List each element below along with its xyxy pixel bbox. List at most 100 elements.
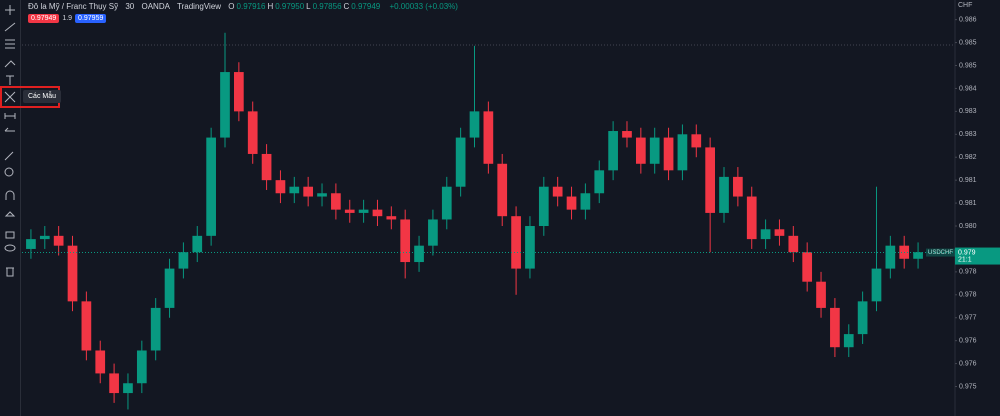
toolbar-icons <box>4 5 16 277</box>
candle-body <box>677 134 688 171</box>
candle-body <box>275 180 286 194</box>
candle-body <box>580 193 591 210</box>
candle-body <box>261 153 272 181</box>
candle-body <box>81 301 92 351</box>
symbol-tag-bg <box>926 248 955 257</box>
candle-body <box>247 111 258 154</box>
ohlc-key: L <box>306 2 311 11</box>
change: +0.00033 (+0.03%) <box>389 2 458 11</box>
y-tick-label: 0.976 <box>959 360 977 367</box>
y-tick-label: 0.978 <box>959 269 977 276</box>
trendline-icon[interactable] <box>4 22 16 32</box>
zoom-icon[interactable] <box>4 167 14 177</box>
y-tick-label: 0.982 <box>959 154 977 161</box>
candle-body <box>497 163 508 217</box>
currency-label: CHF <box>958 2 972 9</box>
candle-body <box>26 239 36 249</box>
ohlc-value: 0.97916 <box>236 2 266 11</box>
last-price-label: 0.979 <box>958 249 976 256</box>
candle-body <box>289 186 300 194</box>
y-tick-label: 0.977 <box>959 315 977 322</box>
candle-body <box>400 219 411 263</box>
candle-body <box>150 307 161 351</box>
text-icon[interactable] <box>6 75 14 85</box>
candle-body <box>843 334 854 348</box>
candle-body <box>109 373 119 394</box>
candle-body <box>317 193 327 197</box>
y-tick-label: 0.981 <box>959 177 977 184</box>
candle-body <box>303 186 314 197</box>
range-icon[interactable] <box>4 113 16 119</box>
candle-body <box>344 209 355 213</box>
spread: 1.9 <box>62 15 73 22</box>
candle-body <box>552 186 563 197</box>
candle-body <box>192 235 203 253</box>
magnet-icon[interactable] <box>5 190 15 200</box>
symbol-name: Đô la Mỹ / Franc Thụy Sỹ <box>28 2 119 11</box>
ohlc-key: C <box>343 2 350 11</box>
candle-body <box>386 216 397 220</box>
candle-body <box>802 252 813 282</box>
tooltip: Các Mẫu <box>23 90 62 103</box>
candle-body <box>441 186 452 220</box>
candle-body <box>816 281 826 308</box>
sell-button[interactable]: 0.97949 <box>28 14 60 23</box>
candle-body <box>206 137 216 236</box>
ohlc-value: 0.97949 <box>351 2 381 11</box>
crosshair-icon[interactable] <box>5 5 15 15</box>
candle-body <box>538 186 549 227</box>
candle-body <box>164 268 175 308</box>
y-tick-label: 0.986 <box>959 16 977 23</box>
candle-body <box>594 170 605 194</box>
arrow-icon[interactable] <box>4 127 15 132</box>
candle-body <box>123 383 133 394</box>
toolbar <box>0 0 21 416</box>
patterns-icon[interactable] <box>4 91 16 103</box>
candle-body <box>635 137 646 164</box>
candle-body <box>414 245 424 263</box>
exchange: OANDA <box>141 2 170 11</box>
candle-body <box>234 72 244 112</box>
lock-draw-icon[interactable] <box>4 211 16 217</box>
candle-body <box>178 252 189 269</box>
candle-body <box>733 176 743 197</box>
candle-body <box>136 350 147 384</box>
header: Đô la Mỹ / Franc Thụy Sỹ 30 OANDA Tradin… <box>28 2 463 11</box>
order-panel: 0.97949 1.9 0.97959 <box>28 14 107 23</box>
countdown: 21:1 <box>958 256 972 263</box>
candle-body <box>913 252 923 259</box>
candle-body <box>788 235 799 253</box>
y-tick-label: 0.975 <box>959 383 977 390</box>
ruler-icon[interactable] <box>4 151 14 161</box>
candle-body <box>566 196 577 210</box>
candle-body <box>428 219 438 246</box>
trash-icon[interactable] <box>6 267 14 277</box>
candle-body <box>525 226 535 269</box>
ohlc-key: O <box>228 2 235 11</box>
last-price-tag <box>955 247 1000 265</box>
eye-icon[interactable] <box>4 244 16 252</box>
brush-icon[interactable] <box>4 60 16 68</box>
candle-body <box>705 147 715 213</box>
candle-body <box>774 229 785 236</box>
fib-icon[interactable] <box>5 39 15 49</box>
y-tick-label: 0.981 <box>959 200 977 207</box>
ohlc-value: 0.97950 <box>275 2 305 11</box>
ohlc-key: H <box>267 2 274 11</box>
candle-body <box>220 72 230 138</box>
candle-body <box>608 131 618 171</box>
buy-button[interactable]: 0.97959 <box>75 14 107 23</box>
candle-body <box>469 111 480 138</box>
candle-body <box>885 245 896 269</box>
candle-body <box>358 209 369 213</box>
lock-icon[interactable] <box>5 231 15 239</box>
y-tick-label: 0.983 <box>959 108 977 115</box>
candle-body <box>455 137 466 187</box>
ohlc-value: 0.97856 <box>312 2 342 11</box>
symbol-tag: USDCHF <box>928 250 953 256</box>
candle-body <box>760 229 771 240</box>
candle-body <box>691 134 702 148</box>
candle-body <box>511 216 521 269</box>
